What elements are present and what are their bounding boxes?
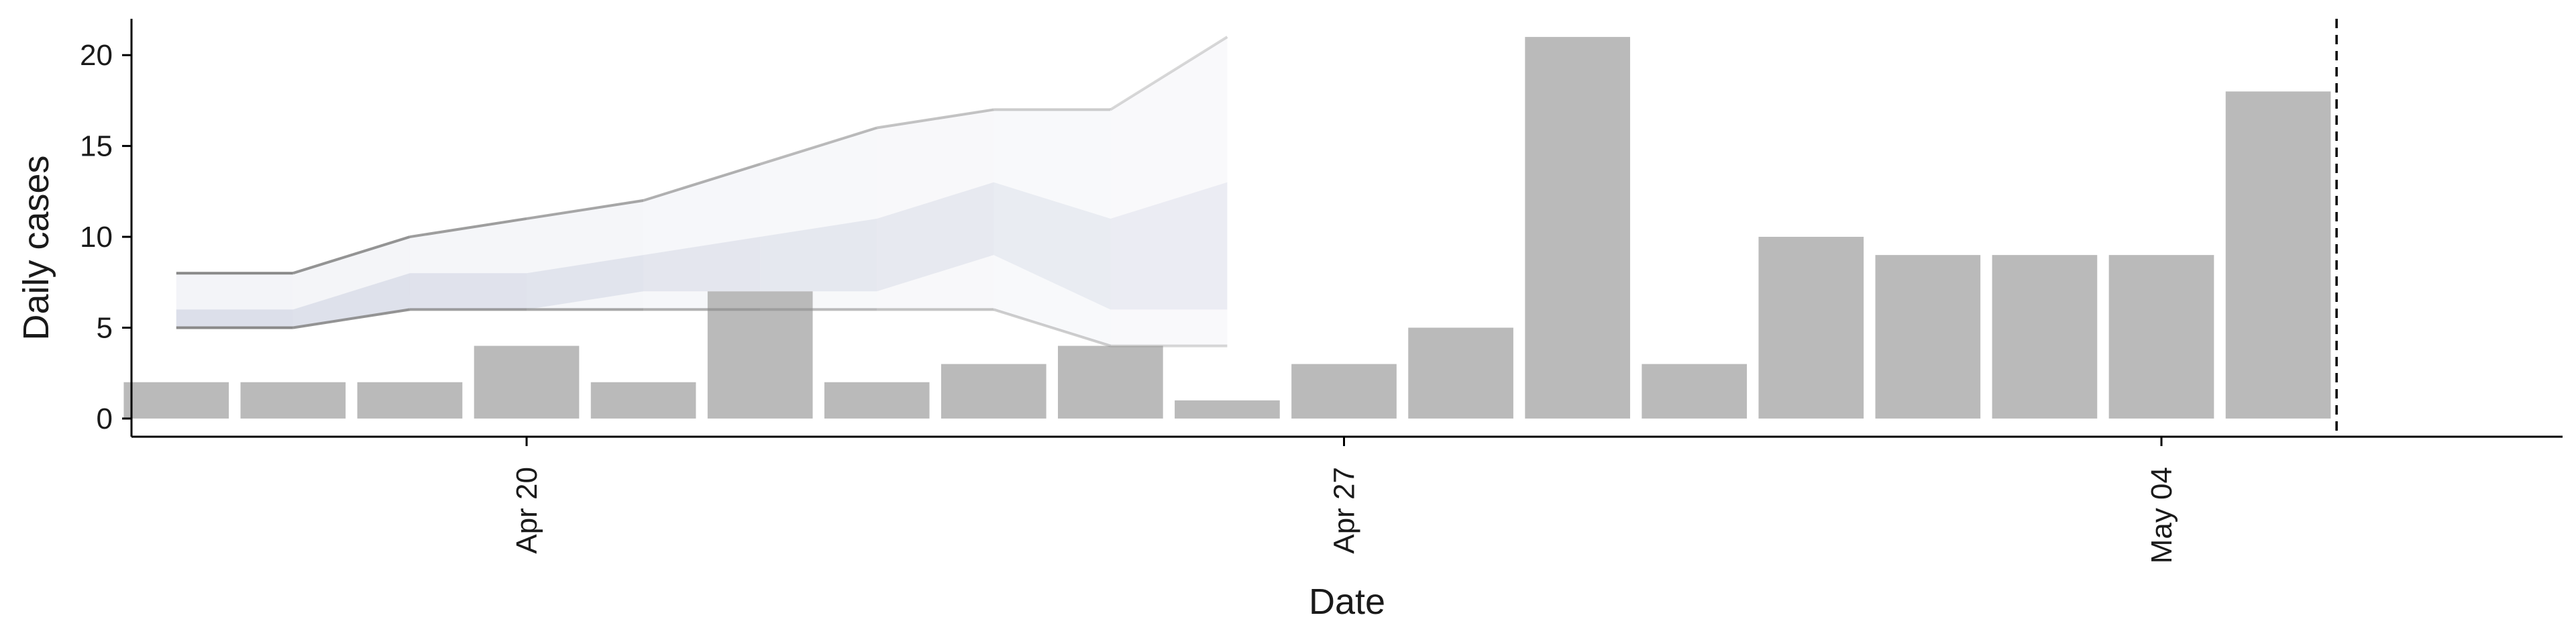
band-50-segment — [1110, 182, 1228, 310]
case-bar — [1992, 255, 2098, 419]
estimate-lines — [176, 36, 1228, 347]
upper-bound-line — [526, 199, 644, 220]
band-50-segment — [527, 255, 644, 310]
case-bar — [240, 382, 346, 419]
band-90-segment — [1110, 37, 1228, 346]
upper-bound-line — [643, 162, 761, 202]
lower-bound-line — [993, 308, 1111, 347]
band-50-segment — [760, 218, 877, 292]
y-tick-label: 5 — [97, 311, 113, 344]
upper-bound-line — [1110, 36, 1228, 111]
band-90-segment — [877, 109, 994, 310]
band-90-segment — [760, 127, 877, 310]
case-bar — [1175, 400, 1280, 419]
case-bar — [1875, 255, 1981, 419]
band-90-segment — [527, 200, 644, 310]
case-bar — [590, 382, 696, 419]
case-bar — [1758, 237, 1864, 419]
x-tick-label: May 04 — [2145, 467, 2178, 564]
case-bar — [474, 345, 580, 419]
axes — [130, 19, 2563, 438]
band-90-segment — [409, 218, 527, 310]
case-bars — [123, 37, 2331, 419]
estimate-bands — [176, 37, 1228, 346]
y-tick-label: 0 — [97, 402, 113, 435]
y-axis-title: Daily cases — [16, 155, 56, 340]
band-50-segment — [643, 237, 761, 292]
case-bar — [123, 382, 229, 419]
case-bar — [357, 382, 463, 419]
case-bar — [824, 382, 930, 419]
band-50-segment — [877, 182, 994, 292]
case-bar — [1408, 327, 1513, 419]
band-90-segment — [994, 109, 1111, 346]
case-bar — [941, 364, 1046, 419]
case-bar — [1291, 364, 1397, 419]
case-bar — [2108, 255, 2214, 419]
band-90-segment — [643, 164, 761, 310]
band-50-segment — [176, 309, 293, 328]
case-bar — [707, 291, 813, 419]
y-tick-label: 20 — [80, 39, 113, 72]
x-tick-label: Apr 20 — [511, 467, 543, 554]
lower-bound-line — [292, 308, 411, 329]
axis-ticks: 0 5 10 15 20 Apr 20 Apr 27 May 04 — [80, 39, 2178, 564]
band-50-segment — [994, 182, 1111, 310]
band-50-segment — [409, 273, 527, 310]
upper-bound-line — [876, 108, 994, 129]
case-bar — [2225, 91, 2331, 419]
band-50-segment — [292, 273, 410, 328]
upper-bound-line — [292, 235, 411, 275]
y-tick-label: 15 — [80, 130, 113, 163]
x-tick-label: Apr 27 — [1328, 467, 1361, 554]
y-tick-label: 10 — [80, 221, 113, 254]
case-bar — [1642, 364, 1748, 419]
upper-bound-line — [759, 126, 877, 166]
x-axis-title: Date — [1309, 582, 1385, 622]
upper-bound-line — [409, 217, 527, 239]
case-bar — [1058, 345, 1163, 419]
case-bar — [1525, 37, 1630, 419]
